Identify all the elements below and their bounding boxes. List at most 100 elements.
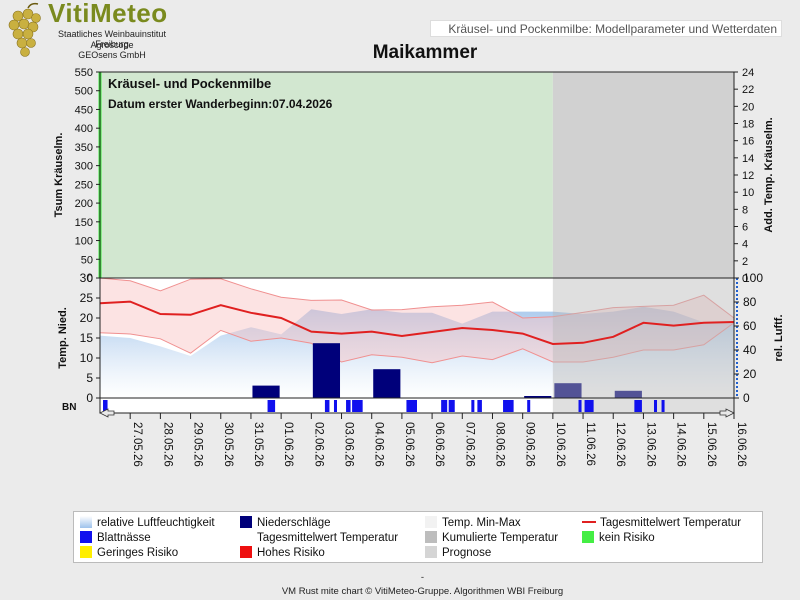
- middle-y2tick-label: 40: [743, 343, 757, 357]
- leaf-wetness-bar: [578, 400, 582, 412]
- x-tick-label: 07.06.26: [463, 422, 475, 467]
- x-tick-label: 14.06.26: [675, 422, 687, 467]
- middle-y2tick-label: 100: [743, 271, 763, 285]
- legend-item-forecast: Prognose: [425, 546, 491, 560]
- temp-line-swatch: [582, 521, 596, 523]
- top-y2tick-label: 2: [742, 256, 748, 268]
- middle-y2tick-label: 20: [743, 367, 757, 381]
- x-tick-label: 11.06.26: [584, 422, 596, 466]
- scroll-left-handle[interactable]: [99, 408, 115, 418]
- bn-panel-frame: [99, 397, 735, 414]
- legend-item-high-risk: Hohes Risiko: [240, 546, 325, 560]
- top-y2tick-label: 18: [742, 119, 754, 131]
- legend-item-precip: Niederschläge: [240, 516, 331, 530]
- footer-credit: VM Rust mite chart © VitiMeteo-Gruppe. A…: [281, 586, 564, 597]
- middle-ytick-label: 25: [80, 291, 94, 305]
- leaf-wetness-bar: [352, 400, 363, 412]
- top-y2tick-label: 4: [742, 239, 748, 251]
- top-y2tick-label: 16: [742, 136, 754, 148]
- top-ytick-label: 450: [75, 104, 93, 116]
- top-ytick-label: 200: [75, 198, 93, 210]
- x-tick-label: 09.06.26: [524, 422, 536, 467]
- top-ytick-label: 300: [75, 161, 93, 173]
- middle-panel: 0 5 10 15 20 25 30 0 20 40 60 80 100 Temp. Nied. re…: [57, 271, 785, 405]
- leaf-wetness-bar: [661, 400, 665, 412]
- logo-line-3: GEOsens GmbH: [78, 50, 146, 60]
- middle-y2tick-label: 80: [743, 295, 757, 309]
- middle-ylabel: Temp. Nied.: [57, 307, 69, 369]
- x-tick-label: 05.06.26: [403, 422, 415, 467]
- leaf-wetness-bar: [503, 400, 514, 412]
- humidity-swatch: [80, 516, 92, 528]
- top-y2tick-label: 24: [742, 67, 754, 79]
- top-panel: Kräusel- und Pockenmilbe Datum erster Wa…: [53, 67, 775, 285]
- precip-swatch: [240, 516, 252, 528]
- legend-item-temp-minmax: Temp. Min-Max: [425, 516, 521, 530]
- leaf-wetness-bar: [477, 400, 482, 412]
- x-tick-label: 01.06.26: [282, 422, 294, 467]
- top-y2tick-label: 22: [742, 84, 754, 96]
- temp-minmax-swatch: [425, 516, 437, 528]
- leaf-wetness-bar: [406, 400, 417, 412]
- top-y2label: Add. Temp. Kräuselm.: [763, 117, 775, 232]
- top-ytick-label: 550: [75, 67, 93, 79]
- x-tick-label: 10.06.26: [554, 422, 566, 467]
- leaf-wetness-bar: [527, 400, 531, 412]
- top-ytick-label: 250: [75, 179, 93, 191]
- legend-item-leaf-wetness: Blattnässe: [80, 531, 151, 545]
- top-y2tick-label: 20: [742, 101, 754, 113]
- leaf-wetness-bar: [346, 400, 351, 412]
- x-tick-label: 13.06.26: [644, 422, 656, 467]
- top-panel-title: Kräusel- und Pockenmilbe: [108, 76, 271, 91]
- top-y2tick-label: 14: [742, 153, 754, 165]
- x-tick-label: 31.05.26: [252, 422, 264, 467]
- logo-line-2: Agroscope: [90, 40, 134, 50]
- chart-subtitle: Kräusel- und Pockenmilbe: Modellparamete…: [430, 20, 782, 37]
- legend-item-no-risk: kein Risiko: [582, 531, 655, 545]
- precip-bar: [312, 343, 341, 398]
- bn-label: BN: [62, 402, 76, 413]
- forecast-swatch: [425, 546, 437, 558]
- precip-bar: [373, 369, 401, 398]
- x-tick-label: 29.05.26: [192, 422, 204, 467]
- top-y2tick-label: 8: [742, 204, 748, 216]
- precip-bar: [554, 383, 582, 398]
- leaf-wetness-panel: BN: [62, 397, 735, 418]
- legend-item-temp-mean-line: Tagesmittelwert Temperatur: [582, 516, 741, 530]
- scroll-right-handle[interactable]: [719, 408, 735, 418]
- top-ylabel: Tsum Kräuselm.: [53, 133, 65, 218]
- precip-bar: [252, 385, 280, 398]
- leaf-wetness-bar: [324, 400, 330, 412]
- x-tick-label: 15.06.26: [705, 422, 717, 467]
- x-tick-label: 27.05.26: [131, 422, 143, 467]
- leaf-wetness-bar: [267, 400, 276, 412]
- leaf-wetness-swatch: [80, 531, 92, 543]
- x-tick-label: 03.06.26: [343, 422, 355, 467]
- x-tick-label: 16.06.26: [735, 422, 747, 467]
- temp-mean-line: [99, 300, 735, 346]
- top-y2tick-label: 12: [742, 170, 754, 182]
- footer-dash: -: [420, 572, 425, 583]
- temp-mean-swatch: [240, 531, 252, 543]
- top-ytick-label: 350: [75, 142, 93, 154]
- logo-line-1: Staatliches Weinbauinstitut Freiburg: [58, 29, 166, 49]
- top-y2tick-label: 6: [742, 222, 748, 234]
- cumulative-swatch: [425, 531, 437, 543]
- x-tick-label: 08.06.26: [493, 422, 505, 467]
- x-tick-label: 02.06.26: [312, 422, 324, 467]
- leaf-wetness-bar: [448, 400, 455, 412]
- middle-ytick-label: 30: [80, 271, 94, 285]
- forecast-zone-middle: [552, 278, 734, 398]
- middle-ytick-label: 20: [80, 311, 94, 325]
- legend-item-cumulative: Kumulierte Temperatur: [425, 531, 558, 545]
- grape-icon: [8, 2, 41, 57]
- middle-y2tick-label: 60: [743, 319, 757, 333]
- first-migration-date: Datum erster Wanderbeginn:07.04.2026: [108, 97, 333, 111]
- low-risk-swatch: [80, 546, 92, 558]
- middle-y2tick-label: 0: [743, 391, 750, 405]
- top-ytick-label: 50: [81, 254, 93, 266]
- forecast-zone: [552, 72, 734, 278]
- top-ytick-label: 100: [75, 236, 93, 248]
- top-y2tick-label: 10: [742, 187, 754, 199]
- x-tick-label: 04.06.26: [373, 422, 385, 467]
